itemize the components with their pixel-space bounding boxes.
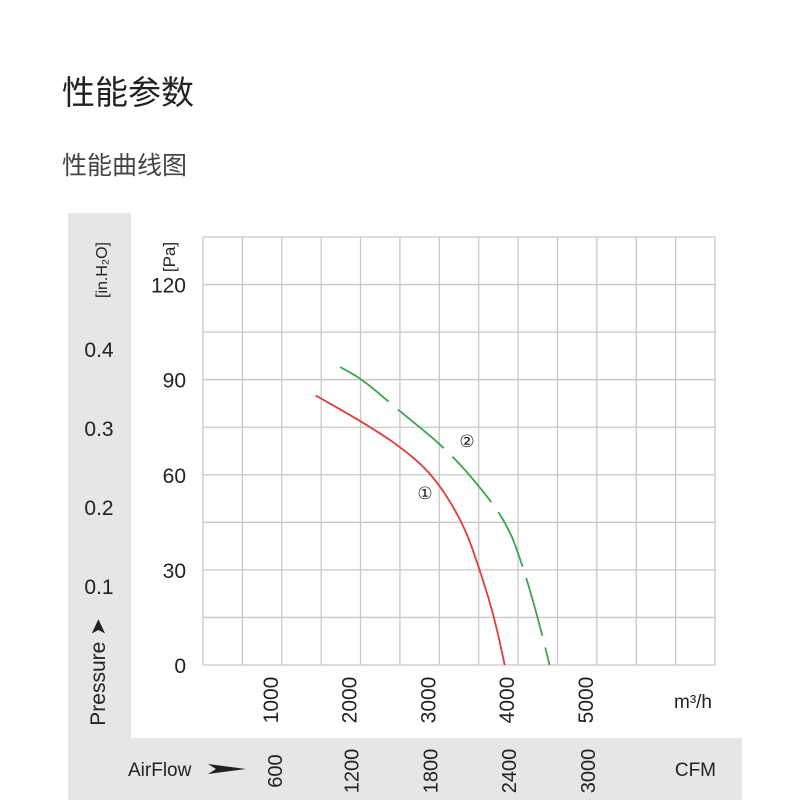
y2-tick-label: 0.1 [84,576,113,599]
x-tick-label: 3000 [417,677,440,724]
series-label-1: ① [417,484,432,503]
x-tick-label: 1000 [260,677,283,724]
series-group: ①② [315,366,551,666]
x2-tick-label: 1800 [420,749,442,794]
x-tick-label: 5000 [575,677,598,724]
y-tick-label: 30 [163,560,186,583]
x2-tick-label: 1200 [342,749,364,794]
series-label-2: ② [459,432,474,451]
y-axis-unit-inh2o: [in.H₂O] [94,242,111,298]
x2-tick-label: 3000 [578,749,600,794]
y-tick-label: 0 [174,655,186,678]
grid [202,236,716,666]
series-line-1 [315,394,506,666]
x2-tick-label: 2400 [499,749,521,794]
section-subtitle: 性能曲线图 [62,152,188,180]
y-axis-unit-pa: [Pa] [160,242,179,272]
y-tick-label: 120 [151,275,186,298]
y-axis-title-pressure: Pressure ➤ [87,618,110,725]
y-tick-label: 60 [163,465,186,488]
y2-tick-label: 0.2 [84,497,113,520]
x-axis-unit-m3h: m³/h [674,692,712,713]
x-axis-title-airflow: AirFlow [128,760,192,781]
x2-tick-label: 600 [265,754,287,787]
bottom-axis-panel [68,738,742,800]
series-line-2 [339,366,551,666]
x2-axis-unit-cfm: CFM [675,760,716,781]
left-axis-panel [68,213,131,800]
y2-tick-label: 0.3 [84,418,113,441]
x-tick-label: 2000 [339,677,362,724]
arrow-icon [208,764,246,774]
axis-labels: 0 30 60 90 120 0.1 0.2 0.3 0.4 1000 2000 3000 4000 50… [84,242,716,793]
x-tick-label: 4000 [496,677,519,724]
y-tick-label: 90 [163,370,186,393]
y2-tick-label: 0.4 [84,339,114,362]
page-title: 性能参数 [62,74,194,111]
